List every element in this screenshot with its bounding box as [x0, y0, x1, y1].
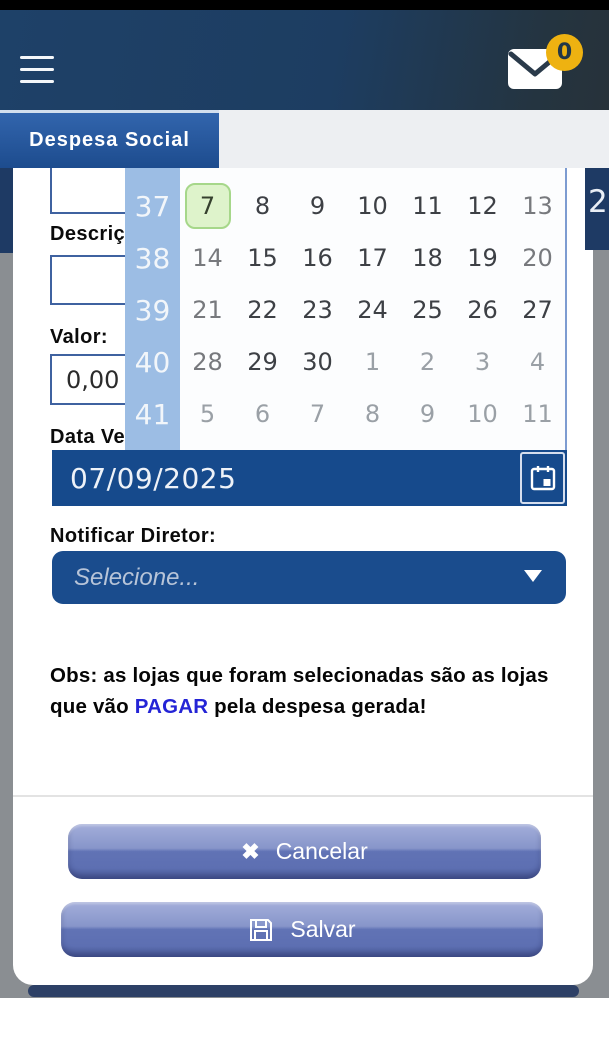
messages-button[interactable]: 0	[507, 34, 583, 94]
notification-badge: 0	[546, 34, 583, 71]
day-grid: 7 8 9 10 11 12 13 14 15 16 17 18 19 20 21 22 23 24 25 26 27 2…	[180, 168, 565, 450]
status-bar	[0, 0, 609, 10]
notificar-diretor-select[interactable]: Selecione...	[52, 551, 566, 604]
save-button-label: Salvar	[290, 916, 356, 942]
calendar-day[interactable]: 29	[247, 348, 278, 376]
calendar-day[interactable]: 10	[467, 400, 498, 428]
calendar-day[interactable]: 16	[302, 244, 333, 272]
calendar-day[interactable]: 17	[357, 244, 388, 272]
week-number: 40	[134, 345, 171, 379]
calendar-day[interactable]: 26	[467, 296, 498, 324]
backdrop-gray-left	[0, 253, 13, 960]
calendar-day[interactable]: 9	[309, 192, 326, 220]
floppy-disk-icon	[250, 918, 273, 941]
despesa-social-modal: Descrição: Valor: 0,00 Data Vencimento: …	[13, 168, 593, 985]
calendar-day[interactable]: 28	[192, 348, 223, 376]
calendar-day[interactable]: 1	[364, 348, 381, 376]
calendar-day[interactable]: 25	[412, 296, 443, 324]
cancel-button[interactable]: ✖ Cancelar	[68, 824, 541, 879]
week-column: 37 38 39 40 41	[125, 168, 180, 450]
backdrop-gray-right	[593, 250, 609, 960]
calendar-day[interactable]: 22	[247, 296, 278, 324]
calendar-day[interactable]: 24	[357, 296, 388, 324]
obs-note: Obs: as lojas que foram selecionadas são…	[50, 664, 549, 718]
save-button[interactable]: Salvar	[61, 902, 543, 957]
chevron-down-icon	[524, 570, 542, 582]
calendar-day[interactable]: 11	[412, 192, 443, 220]
week-number: 39	[134, 293, 171, 327]
calendar-day[interactable]: 15	[247, 244, 278, 272]
calendar-icon	[530, 466, 555, 491]
calendar-day[interactable]: 9	[419, 400, 436, 428]
calendar-day[interactable]: 6	[254, 400, 271, 428]
app-header: 0	[0, 10, 609, 110]
calendar-day[interactable]: 12	[467, 192, 498, 220]
calendar-day[interactable]: 5	[199, 400, 216, 428]
x-icon: ✖	[241, 838, 260, 864]
select-placeholder: Selecione...	[74, 563, 200, 591]
valor-label: Valor:	[50, 326, 108, 348]
cancel-button-label: Cancelar	[275, 838, 368, 864]
calendar-day[interactable]: 8	[364, 400, 381, 428]
calendar-day[interactable]: 19	[467, 244, 498, 272]
data-vencimento-input[interactable]: 07/09/2025	[52, 450, 567, 506]
calendar-day[interactable]: 18	[412, 244, 443, 272]
calendar-day[interactable]: 30	[302, 348, 333, 376]
calendar-day[interactable]: 3	[474, 348, 491, 376]
calendar-day[interactable]: 10	[357, 192, 388, 220]
notificar-diretor-label: Notificar Diretor:	[50, 525, 217, 547]
date-value: 07/09/2025	[70, 461, 237, 495]
calendar-day[interactable]: 27	[522, 296, 553, 324]
calendar-day[interactable]: 7	[309, 400, 326, 428]
datepicker-toggle-button[interactable]	[520, 452, 565, 504]
background-navy-bar	[28, 985, 579, 997]
divider	[13, 795, 593, 797]
calendar-day[interactable]: 8	[254, 192, 271, 220]
page-footer	[0, 998, 609, 1048]
calendar-day[interactable]: 7	[180, 180, 235, 232]
tab-despesa-social[interactable]: Despesa Social	[0, 110, 219, 168]
calendar-day[interactable]: 4	[529, 348, 546, 376]
backdrop-navy-left	[0, 168, 13, 253]
obs-highlight: PAGAR	[134, 695, 209, 718]
calendar-day[interactable]: 11	[522, 400, 553, 428]
calendar-day[interactable]: 13	[522, 192, 553, 220]
calendar-day[interactable]: 2	[419, 348, 436, 376]
calendar-day[interactable]: 21	[192, 296, 223, 324]
calendar-day[interactable]: 14	[192, 244, 223, 272]
hamburger-menu-icon[interactable]	[20, 56, 54, 84]
week-number: 37	[134, 189, 171, 223]
backdrop-clipped-number: 2	[585, 168, 609, 250]
week-number: 41	[134, 397, 171, 431]
datepicker-calendar: 37 38 39 40 41 7 8 9 10 11 12 13 14 15 16 17 18 19 20 21 22…	[125, 168, 567, 450]
calendar-day[interactable]: 20	[522, 244, 553, 272]
week-number: 38	[134, 241, 171, 275]
calendar-day[interactable]: 23	[302, 296, 333, 324]
